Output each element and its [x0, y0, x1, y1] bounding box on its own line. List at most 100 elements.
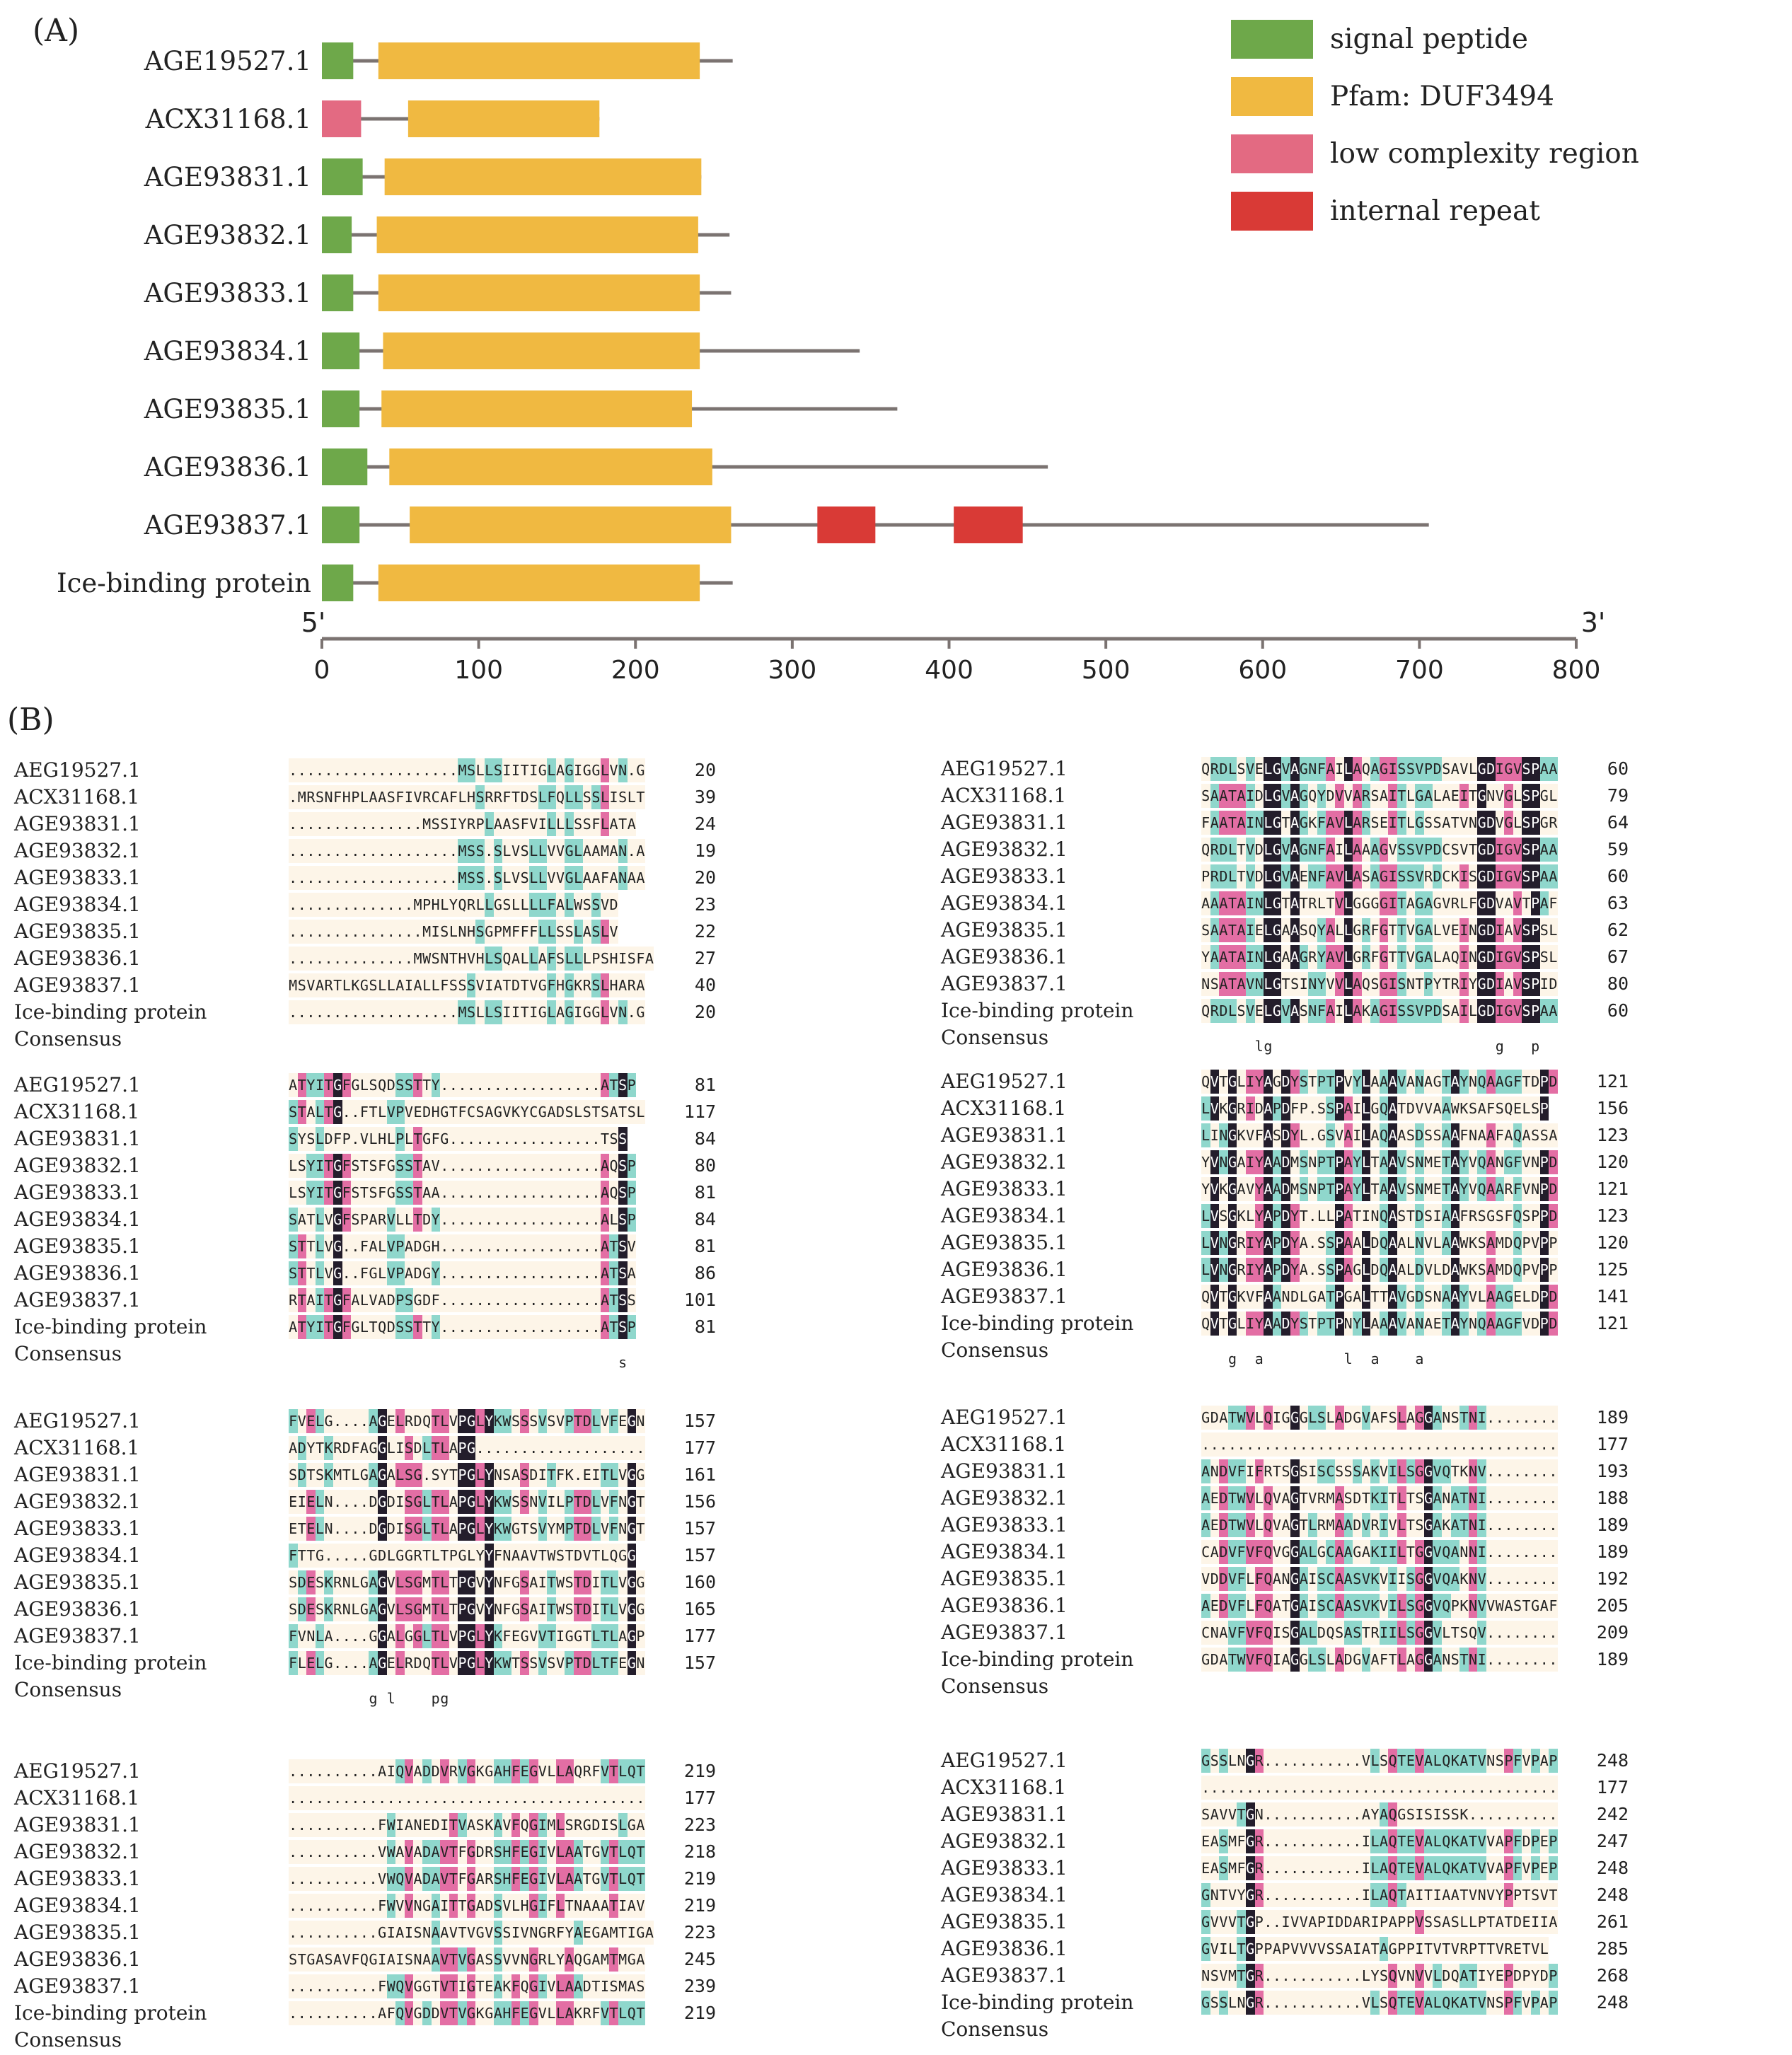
- residue-count: 177: [683, 1437, 716, 1458]
- alignment-block: AEG19527.1 GSSLNGR...........VLSQTEVALQKA…: [941, 1747, 1783, 2043]
- residue-count: 60: [1607, 866, 1629, 886]
- residue-count: 39: [694, 787, 716, 807]
- residue-count: 156: [1596, 1098, 1629, 1118]
- sequence-residues: PRDLTVDLGVAENFAVLASAGISSVRDCKISGDIGVSPAA: [1201, 864, 1558, 888]
- residue-count: 189: [1596, 1407, 1629, 1428]
- protein-name: AGE93836.1: [144, 452, 311, 482]
- alignment-row: AGE93831.1 ...............MSSIYRPLAASFVIL…: [14, 811, 856, 838]
- sequence-residues: LVNGRIYAPDYA.SSPAALDQAALNVLAAWKSAMDQPVPP: [1201, 1231, 1558, 1255]
- alignment-row: AGE93835.1 LVNGRIYAPDYA.SSPAALDQAALNVLAAW…: [941, 1229, 1783, 1256]
- sequence-residues: STTLVG..FGLVPADGY..................ATSA: [289, 1261, 637, 1285]
- sequence-residues: STTLVG..FALVPADGH..................ATSV: [289, 1234, 637, 1258]
- residue-count: 81: [694, 1236, 716, 1256]
- sequence-residues: SAATAIELGAASQYALLGRFGTTVGALVEINGDIAVSPSL: [1201, 918, 1558, 942]
- residue-count: 248: [1596, 1885, 1629, 1905]
- sequence-residues: FVNLA....GGALGGLTLVPGLYKFEGVVTIGGTLTLAGP: [289, 1624, 645, 1648]
- domain-signal-peptide: [322, 448, 368, 485]
- residue-count: 157: [683, 1411, 716, 1431]
- alignment-row: AGE93833.1 AEDTWVLQVAGTLRMAADVRIVLTSGAKAT…: [941, 1512, 1783, 1539]
- panel-b-label: (B): [7, 702, 54, 738]
- alignment-row: AGE93832.1 AEDTWVLQVAGTVRMASDTKITLTSGANAT…: [941, 1485, 1783, 1512]
- alignment-row: ACX31168.1..............................…: [14, 1785, 856, 1812]
- alignment-row: AGE93834.1 ..........FWVVNGAITTGADSVLHGIF…: [14, 1892, 856, 1919]
- residue-count: 285: [1596, 1938, 1629, 1959]
- sequence-residues: SAATAIDLGVAGQYDVVARSAITLGALAEITGNVGLSPGL: [1201, 784, 1558, 808]
- residue-count: 189: [1596, 1541, 1629, 1562]
- residue-count: 63: [1607, 893, 1629, 913]
- sequence-residues: ..........VWAVADAVTFGDRSHFEGIVLAATGVTLQT: [289, 1840, 645, 1864]
- legend-swatch: [1231, 134, 1313, 173]
- alignment-row: ACX31168.1..............................…: [941, 1431, 1783, 1458]
- sequence-name: AGE93835.1: [941, 1231, 1068, 1254]
- alignment-row: AGE93831.1 LINGKVFASDYL.GSVAILAQAASDSSAAF…: [941, 1122, 1783, 1149]
- sequence-residues: GSSLNGR...........VLSQTEVALQKATVNSPFVPAP: [1201, 1749, 1558, 1773]
- domain-pfam-duf3494: [381, 390, 693, 427]
- residue-count: 177: [683, 1788, 716, 1808]
- alignment-row: AGE93832.1 QRDLTVDLGVAGNFAILAAAGVSSVPDCSV…: [941, 836, 1783, 863]
- domain-low-complexity-region: [322, 100, 362, 137]
- alignment-row: AEG19527.1 ...................MSLLSIITIGL…: [14, 757, 856, 784]
- sequence-name: AGE93834.1: [14, 1544, 141, 1567]
- sequence-residues: QRDLSVELGVASNFAILAKAGISSVPDSAILGDIGVSPAA: [1201, 999, 1558, 1023]
- protein-name: AGE93831.1: [144, 162, 311, 192]
- sequence-residues: LVKGRIDAPDFP.SSPAILGQATDVVAAWKSAFSQELSP: [1201, 1096, 1549, 1121]
- sequence-residues: SDESKRNLGAGVLSGMTLTPGVYNFGSAITWSTDITLVGG: [289, 1597, 645, 1621]
- residue-count: 22: [694, 921, 716, 942]
- sequence-name: AEG19527.1: [941, 757, 1068, 780]
- consensus-row: Consensus s: [14, 1341, 856, 1371]
- sequence-residues: QVTGKVFAANDLGATPGALTTAVGDSNAAYVLAAGELDPD: [1201, 1285, 1558, 1309]
- sequence-name: ACX31168.1: [941, 1096, 1067, 1120]
- alignment-row: AGE93837.1 FVNLA....GGALGGLTLVPGLYKFEGVVT…: [14, 1623, 856, 1650]
- residue-count: 20: [694, 760, 716, 780]
- sequence-name: ACX31168.1: [14, 785, 140, 809]
- domain-signal-peptide: [322, 274, 354, 311]
- alignment-row: AGE93831.1 SDTSKMTLGAGALSG.SYTPGLYNSASDIT…: [14, 1461, 856, 1488]
- sequence-residues: ..............MWSNTHVHLSQALLAFSLLLPSHISF…: [289, 947, 654, 971]
- sequence-residues: ..........FWIANEDITVASKAVFQGIMLSRGDISLGA: [289, 1813, 645, 1837]
- alignment-row: AGE93834.1 FTTG.....GDLGGRTLTPGLYYFNAAVTW…: [14, 1542, 856, 1569]
- sequence-name: ACX31168.1: [941, 784, 1067, 807]
- protein-name: AGE19527.1: [144, 46, 311, 76]
- sequence-residues: EASMFGR...........ILAQTEVALQKATVVAPFDPEP: [1201, 1829, 1558, 1853]
- residue-count: 218: [683, 1841, 716, 1862]
- residue-count: 121: [1596, 1313, 1629, 1333]
- residue-count: 223: [683, 1814, 716, 1835]
- consensus-row: Consensus g l pg: [14, 1677, 856, 1707]
- sequence-residues: ..........AIQVADDVRVGKGAHFEGVLLAQRFVTLQT: [289, 1759, 645, 1783]
- residue-count: 247: [1596, 1831, 1629, 1851]
- alignment-row: AEG19527.1 ATYITGFGLSQDSSTTY.............…: [14, 1072, 856, 1099]
- alignment-row: AGE93835.1 ...............MISLNHSGPMFFFLL…: [14, 918, 856, 945]
- domain-pfam-duf3494: [407, 100, 600, 137]
- residue-count: 268: [1596, 1965, 1629, 1986]
- alignment-row: AGE93837.1 MSVARTLKGSLLAIALLFSSSVIATDTVGF…: [14, 972, 856, 999]
- alignment-row: ACX31168.1 LVKGRIDAPDFP.SSPAILGQATDVVAAWK…: [941, 1095, 1783, 1122]
- sequence-name: AGE93834.1: [941, 891, 1068, 915]
- alignment-row: AGE93833.1 LSYITGFSTSFGSSTAA.............…: [14, 1179, 856, 1206]
- alignment-row: AGE93834.1 CADVFVFQVGGALGCAAGAKIILTGGVQAN…: [941, 1539, 1783, 1565]
- sequence-residues: STGASAVFQGIAISNAAVTVGASSVVNGRLYAQGAMTMGA: [289, 1947, 645, 1972]
- residue-count: 86: [694, 1263, 716, 1283]
- consensus-row: Consensus: [941, 2016, 1783, 2043]
- sequence-residues: LVNGRIYAPDYA.SSPAGLDQAALDVLDAWKSAMDQPVPP: [1201, 1258, 1558, 1282]
- legend-label: signal peptide: [1330, 23, 1528, 55]
- protein-name: Ice-binding protein: [57, 568, 311, 598]
- alignment-row: AGE93833.1 ..........VWQVADAVTFGARSHFEGIV…: [14, 1865, 856, 1892]
- alignment-row: AEG19527.1 FVELG....AGELRDQTLVPGLYKWSSSVS…: [14, 1408, 856, 1435]
- alignment-row: AEG19527.1 ..........AIQVADDVRVGKGAHFEGVL…: [14, 1758, 856, 1785]
- legend-swatch: [1231, 77, 1313, 116]
- protein-name: AGE93834.1: [144, 336, 311, 366]
- sequence-residues: SDESKRNLGAGVLSGMTLTPGVYNFGSAITWSTDITLVGG: [289, 1570, 645, 1594]
- sequence-name: AGE93836.1: [14, 947, 141, 970]
- residue-count: 62: [1607, 920, 1629, 940]
- sequence-residues: ETELN....DGDISGLTLAPGLYKWGTSVYMPTDLVFNGT: [289, 1517, 645, 1541]
- domain-signal-peptide: [322, 506, 360, 543]
- protein-name: AGE93832.1: [144, 220, 311, 250]
- alignment-block: AEG19527.1 GDATWVLQIGGGLSLADGVAFSLAGGANST…: [941, 1404, 1783, 1700]
- alignment-row: AGE93835.1 SDESKRNLGAGVLSGMTLTPGVYNFGSAIT…: [14, 1569, 856, 1596]
- sequence-name: AGE93831.1: [14, 1127, 141, 1150]
- residue-count: 60: [1607, 758, 1629, 779]
- residue-count: 84: [694, 1128, 716, 1149]
- sequence-name: AGE93832.1: [941, 1150, 1068, 1174]
- sequence-residues: YVNGAIYAADMSNPTPAYLTAAVSNMETAYVQANGFVNPD: [1201, 1150, 1558, 1174]
- residue-count: 248: [1596, 1750, 1629, 1771]
